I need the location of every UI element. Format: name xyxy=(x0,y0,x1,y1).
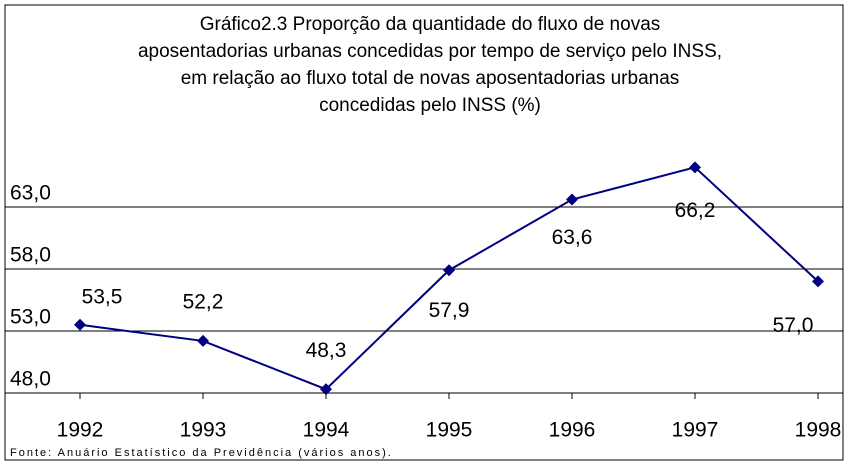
data-label: 52,2 xyxy=(183,290,224,313)
y-tick-label: 53,0 xyxy=(10,306,51,329)
data-label: 48,3 xyxy=(306,339,347,362)
data-label: 66,2 xyxy=(675,199,716,222)
chart-title: em relação ao fluxo total de novas apose… xyxy=(181,68,680,89)
source-note: Fonte: Anuário Estatístico da Previdênci… xyxy=(10,447,393,459)
x-tick-label: 1996 xyxy=(549,419,596,442)
data-point xyxy=(197,334,209,347)
data-label: 63,6 xyxy=(552,226,593,249)
data-point xyxy=(443,264,455,277)
chart-title: Gráfico2.3 Proporção da quantidade do fl… xyxy=(200,14,661,35)
x-tick-label: 1992 xyxy=(57,419,104,442)
data-point xyxy=(812,275,824,288)
x-tick-label: 1997 xyxy=(672,419,719,442)
data-point xyxy=(689,161,701,174)
data-label: 57,0 xyxy=(773,314,814,337)
data-point xyxy=(566,193,578,206)
data-label: 57,9 xyxy=(429,299,470,322)
data-label: 53,5 xyxy=(82,285,123,308)
data-point xyxy=(320,383,332,396)
x-tick-label: 1993 xyxy=(180,419,227,442)
data-point xyxy=(74,318,86,331)
chart-title: concedidas pelo INSS (%) xyxy=(319,95,541,116)
y-tick-label: 63,0 xyxy=(10,182,51,205)
x-tick-label: 1998 xyxy=(795,419,842,442)
y-tick-label: 58,0 xyxy=(10,244,51,267)
x-tick-label: 1995 xyxy=(426,419,473,442)
x-tick-label: 1994 xyxy=(303,419,350,442)
y-tick-label: 48,0 xyxy=(10,368,51,391)
chart-frame xyxy=(4,4,844,461)
chart-title: aposentadorias urbanas concedidas por te… xyxy=(138,41,722,62)
